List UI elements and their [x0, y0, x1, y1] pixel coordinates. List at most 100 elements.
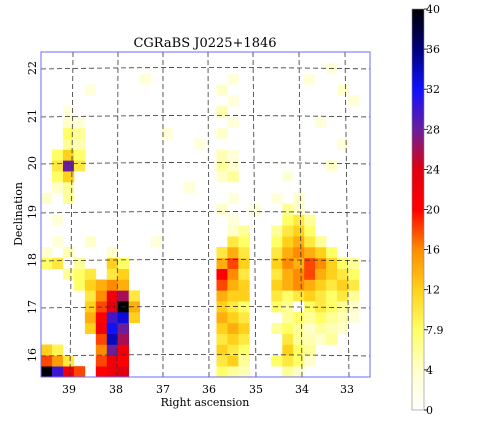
heatmap-cell — [227, 247, 239, 259]
heatmap-cell — [183, 182, 195, 194]
heatmap-cell — [348, 301, 360, 313]
heatmap-cell — [216, 257, 228, 269]
heatmap-cell — [95, 344, 108, 356]
heatmap-cell — [271, 290, 283, 302]
heatmap-cell — [238, 355, 250, 367]
heatmap-cell — [51, 366, 64, 378]
y-tick-label: 18 — [26, 253, 39, 267]
heatmap-cell — [282, 268, 294, 280]
colorbar-tick-label: 24 — [426, 163, 440, 176]
heatmap-cell — [73, 117, 86, 129]
heatmap-cell — [62, 366, 75, 378]
heatmap-cell — [282, 203, 294, 215]
coordinate-grid — [40, 51, 371, 378]
heatmap-cell — [282, 236, 294, 248]
heatmap-cell — [62, 247, 75, 259]
heatmap-cell — [293, 203, 305, 215]
heatmap-cell — [216, 160, 228, 172]
colorbar-tick-label: 32 — [426, 83, 440, 96]
heatmap-cell — [227, 268, 239, 280]
heatmap-cell — [304, 355, 316, 367]
heatmap-cell — [51, 236, 64, 248]
heatmap-cell — [62, 117, 75, 129]
heatmap-cell — [337, 290, 349, 302]
heatmap-cell — [41, 344, 53, 356]
heatmap-cell — [282, 225, 294, 237]
heatmap-cell — [117, 322, 130, 334]
colorbar-tick-label: 28 — [426, 123, 440, 136]
heatmap-cell — [73, 149, 86, 161]
heatmap-cell — [282, 171, 294, 183]
heatmap-cell — [326, 312, 338, 324]
heatmap-cell — [293, 214, 305, 226]
heatmap-cell — [117, 268, 130, 280]
heatmap-cell — [304, 312, 316, 324]
heatmap-cell — [216, 301, 228, 313]
heatmap-cell — [304, 73, 316, 85]
heatmap-cell — [238, 279, 250, 291]
heatmap-cell — [216, 84, 228, 96]
grid-line-dec — [40, 211, 371, 214]
heatmap-cell — [282, 290, 294, 302]
heatmap-cell — [161, 127, 173, 139]
heatmap-cell — [304, 333, 316, 345]
grid-line-ra — [69, 51, 74, 378]
grid-line-dec — [40, 354, 371, 357]
heatmap-cell — [95, 322, 108, 334]
heatmap-cell — [106, 247, 119, 259]
heatmap-cell — [84, 268, 97, 280]
y-tick-label: 20 — [26, 156, 39, 170]
heatmap-cell — [227, 279, 239, 291]
heatmap-cell — [84, 290, 97, 302]
colorbar-tick-label: 40 — [426, 3, 440, 16]
heatmap-cell — [73, 138, 86, 150]
heatmap-cell — [282, 355, 294, 367]
heatmap-cell — [216, 171, 228, 183]
heatmap-cell — [238, 322, 250, 334]
heatmap-cell — [304, 247, 316, 259]
heatmap-cell — [117, 279, 130, 291]
heatmap-cell — [227, 344, 239, 356]
heatmap-cell — [73, 160, 86, 172]
heatmap-cell — [227, 149, 239, 161]
heatmap-cell — [271, 268, 283, 280]
heatmap-cell — [293, 268, 305, 280]
heatmap-cell — [337, 138, 349, 150]
heatmap-cell — [106, 301, 119, 313]
heatmap-cell — [128, 312, 140, 324]
heatmap-cell — [41, 192, 53, 204]
heatmap-cell — [293, 236, 305, 248]
heatmap-cell — [62, 149, 75, 161]
heatmap-cell — [117, 312, 130, 324]
grid-line-dec — [40, 306, 371, 309]
x-tick-labels: 39 38 37 36 35 34 33 — [62, 383, 354, 396]
heatmap-cell — [326, 160, 338, 172]
heatmap-cell — [293, 279, 305, 291]
colorbar — [411, 8, 425, 411]
heatmap-cell — [41, 257, 53, 269]
heatmap-cell — [282, 214, 294, 226]
heatmap-cell — [271, 192, 283, 204]
heatmap-cell — [216, 149, 228, 161]
heatmap-cell — [326, 290, 338, 302]
heatmap-cell — [216, 333, 228, 345]
heatmap-cell — [282, 247, 294, 259]
heatmap-cell — [238, 366, 250, 378]
heatmap-cell — [84, 236, 97, 248]
heatmap-cell — [227, 355, 239, 367]
y-tick-label: 16 — [26, 348, 39, 362]
heatmap-cell — [348, 257, 360, 269]
heatmap-cell — [238, 247, 250, 259]
heatmap-cell — [304, 225, 316, 237]
heatmap-cell — [139, 73, 151, 85]
heatmap-cell — [315, 117, 327, 129]
heatmap-cell — [51, 214, 64, 226]
heatmap-cell — [227, 117, 239, 129]
heatmap-cell — [337, 322, 349, 334]
heatmap-cell — [62, 138, 75, 150]
heatmap-cell — [304, 268, 316, 280]
heatmap-cell — [337, 84, 349, 96]
heatmap-cell — [150, 236, 162, 248]
heatmap-cell — [73, 268, 86, 280]
